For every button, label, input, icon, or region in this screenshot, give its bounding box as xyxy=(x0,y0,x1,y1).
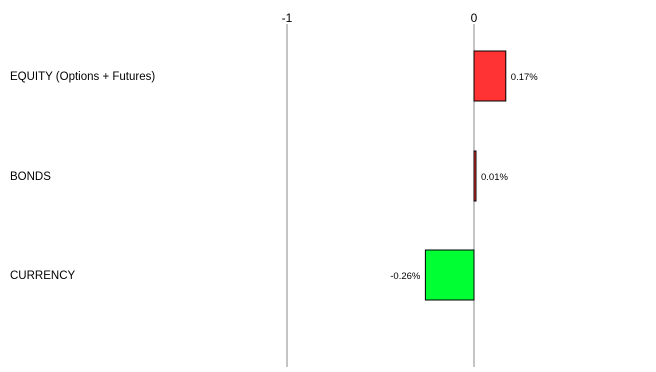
x-tick-label: -1 xyxy=(282,11,293,25)
data-label: 0.17% xyxy=(511,72,538,83)
bars xyxy=(424,50,507,301)
x-tick-label: 0 xyxy=(471,11,478,25)
data-label: 0.01% xyxy=(481,172,508,183)
category-labels: EQUITY (Options + Futures) BONDS CURRENCY xyxy=(10,71,155,282)
bar xyxy=(424,249,475,301)
category-label: BONDS xyxy=(10,171,51,183)
x-ticks: -1 0 xyxy=(282,11,478,28)
axes-layer xyxy=(286,28,475,367)
category-label: CURRENCY xyxy=(10,270,76,282)
bar xyxy=(473,150,477,202)
data-label: -0.26% xyxy=(390,271,421,282)
bar xyxy=(473,50,507,102)
category-label: EQUITY (Options + Futures) xyxy=(10,71,155,83)
data-labels: 0.17% 0.01% -0.26% xyxy=(390,72,538,282)
